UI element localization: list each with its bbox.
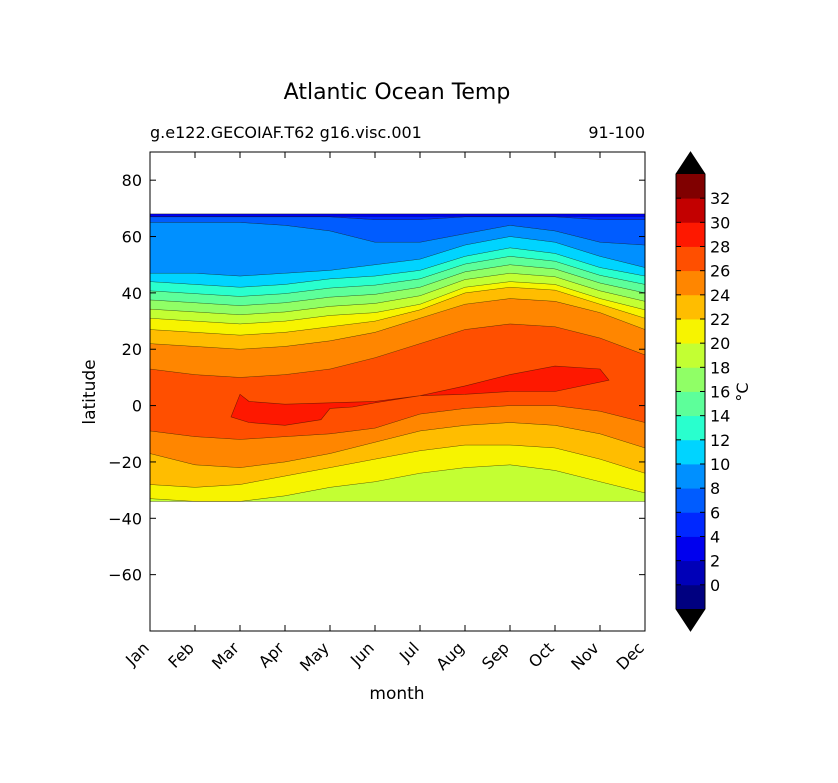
colorbar-tick-label: 32	[710, 189, 730, 208]
y-axis-label: latitude	[80, 359, 100, 424]
colorbar-swatch	[676, 222, 705, 247]
colorbar-swatch	[676, 343, 705, 368]
x-tick-label: Feb	[164, 638, 197, 671]
colorbar-swatch	[676, 536, 705, 562]
colorbar-swatch	[676, 294, 705, 320]
x-tick-label: Mar	[208, 638, 243, 673]
band-2-4-north-edge	[150, 213, 645, 217]
colorbar-swatch	[676, 246, 705, 272]
x-tick-label: Jul	[395, 638, 423, 666]
colorbar-tick-label: 8	[710, 479, 720, 498]
y-tick-label: 0	[132, 397, 142, 416]
colorbar-tick-label: 30	[710, 213, 730, 232]
x-tick-label: Jun	[346, 638, 378, 670]
colorbar-swatch	[676, 415, 705, 441]
colorbar-tick-label: 2	[710, 552, 720, 571]
x-tick-label: May	[296, 638, 333, 675]
x-tick-label: Nov	[567, 638, 603, 674]
y-tick-label: 60	[122, 228, 142, 247]
chart-subtitle-left: g.e122.GECOIAF.T62 g16.visc.001	[150, 123, 422, 142]
x-tick-label: Sep	[478, 638, 513, 673]
chart-title: Atlantic Ocean Temp	[284, 80, 511, 105]
colorbar-extend-max	[676, 152, 705, 174]
y-tick-label: 80	[122, 171, 142, 190]
colorbar-label: °C	[733, 382, 752, 401]
colorbar-swatch	[676, 464, 705, 489]
colorbar-outline	[675, 151, 706, 632]
colorbar-swatch	[676, 174, 705, 199]
colorbar-tick-label: 0	[710, 576, 720, 595]
colorbar-extend-min	[676, 609, 705, 631]
colorbar-tick-label: 28	[710, 238, 730, 257]
colorbar-swatch	[676, 560, 705, 586]
colorbar-tick-label: 24	[710, 286, 730, 305]
chart-subtitle-right: 91-100	[588, 123, 645, 142]
y-tick-label: −20	[108, 453, 142, 472]
colorbar-swatch	[676, 512, 705, 537]
y-tick-label: −40	[108, 509, 142, 528]
colorbar-tick-label: 18	[710, 358, 730, 377]
colorbar-swatch	[676, 367, 705, 392]
plot-frame	[149, 151, 646, 632]
x-tick-label: Jan	[121, 638, 153, 670]
colorbar-tick-label: 6	[710, 503, 720, 522]
x-axis-label: month	[369, 684, 424, 704]
y-tick-label: 40	[122, 284, 142, 303]
colorbar-swatch	[676, 270, 705, 296]
colorbar-tick-label: 22	[710, 310, 730, 329]
band-28-30-core	[230, 365, 610, 426]
colorbar-swatch	[676, 488, 705, 513]
colorbar-tick-label: 12	[710, 431, 730, 450]
colorbar-swatch	[676, 319, 705, 344]
colorbar-swatch	[676, 198, 705, 223]
x-tick-label: Aug	[432, 638, 468, 674]
y-tick-label: −60	[108, 566, 142, 585]
colorbar-swatch	[676, 584, 705, 610]
colorbar-tick-label: 26	[710, 262, 730, 281]
colorbar-swatch	[676, 391, 705, 417]
colorbar-tick-label: 20	[710, 334, 730, 353]
x-tick-label: Dec	[612, 638, 647, 673]
colorbar-tick-label: 14	[710, 407, 730, 426]
x-tick-label: Oct	[525, 638, 558, 671]
colorbar-tick-label: 16	[710, 383, 730, 402]
contour-fill-layer	[150, 213, 645, 502]
colorbar-swatch	[676, 439, 705, 465]
colorbar-tick-label: 10	[710, 455, 730, 474]
y-tick-label: 20	[122, 340, 142, 359]
colorbar-tick-label: 4	[710, 528, 720, 547]
x-tick-label: Apr	[255, 638, 288, 671]
